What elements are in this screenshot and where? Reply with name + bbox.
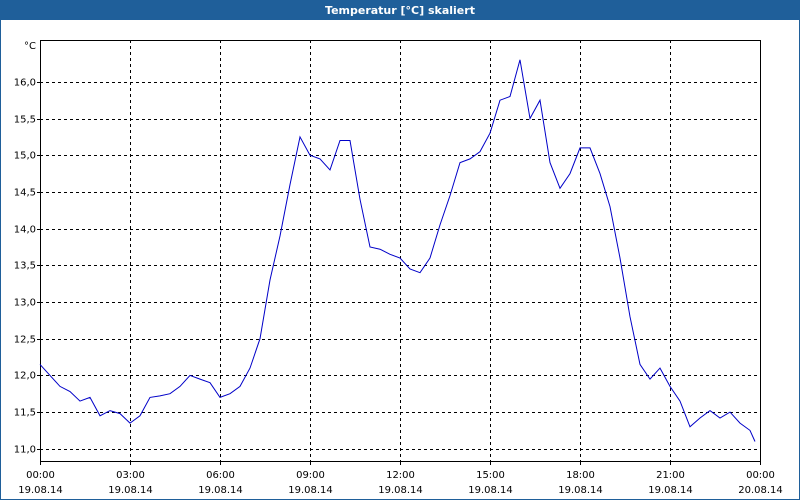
x-tick-label: 12:00: [386, 470, 415, 481]
x-tick-date: 19.08.14: [288, 485, 333, 496]
y-tick-label: 11,5: [14, 408, 36, 419]
title-bar: [0, 0, 800, 20]
x-tick-label: 00:00: [746, 470, 775, 481]
x-tick-label: 21:00: [656, 470, 685, 481]
y-tick-label: 13,5: [14, 261, 36, 272]
y-tick-label: 12,5: [14, 335, 36, 346]
x-tick-label: 06:00: [206, 470, 235, 481]
x-tick-date: 19.08.14: [558, 485, 603, 496]
x-tick-label: 18:00: [566, 470, 595, 481]
x-tick-date: 19.08.14: [468, 485, 513, 496]
y-tick-label: 15,0: [14, 151, 36, 162]
y-tick-label: 15,5: [14, 115, 36, 126]
y-tick-label: 13,0: [14, 298, 36, 309]
y-tick-label: 14,0: [14, 225, 36, 236]
y-unit: °C: [24, 41, 36, 52]
chart-title: Temperatur [°C] skaliert: [325, 4, 475, 17]
x-tick-date: 19.08.14: [648, 485, 693, 496]
y-tick-label: 14,5: [14, 188, 36, 199]
x-tick-date: 19.08.14: [378, 485, 423, 496]
x-tick-date: 20.08.14: [738, 485, 783, 496]
y-tick-label: 12,0: [14, 371, 36, 382]
y-tick-label: 16,0: [14, 78, 36, 89]
x-tick-label: 09:00: [296, 470, 325, 481]
x-tick-date: 19.08.14: [108, 485, 153, 496]
y-tick-label: 11,0: [14, 445, 36, 456]
x-tick-label: 03:00: [116, 470, 145, 481]
x-tick-label: 15:00: [476, 470, 505, 481]
x-tick-date: 19.08.14: [18, 485, 63, 496]
x-tick-label: 00:00: [26, 470, 55, 481]
x-tick-date: 19.08.14: [198, 485, 243, 496]
line-series: [39, 59, 756, 442]
